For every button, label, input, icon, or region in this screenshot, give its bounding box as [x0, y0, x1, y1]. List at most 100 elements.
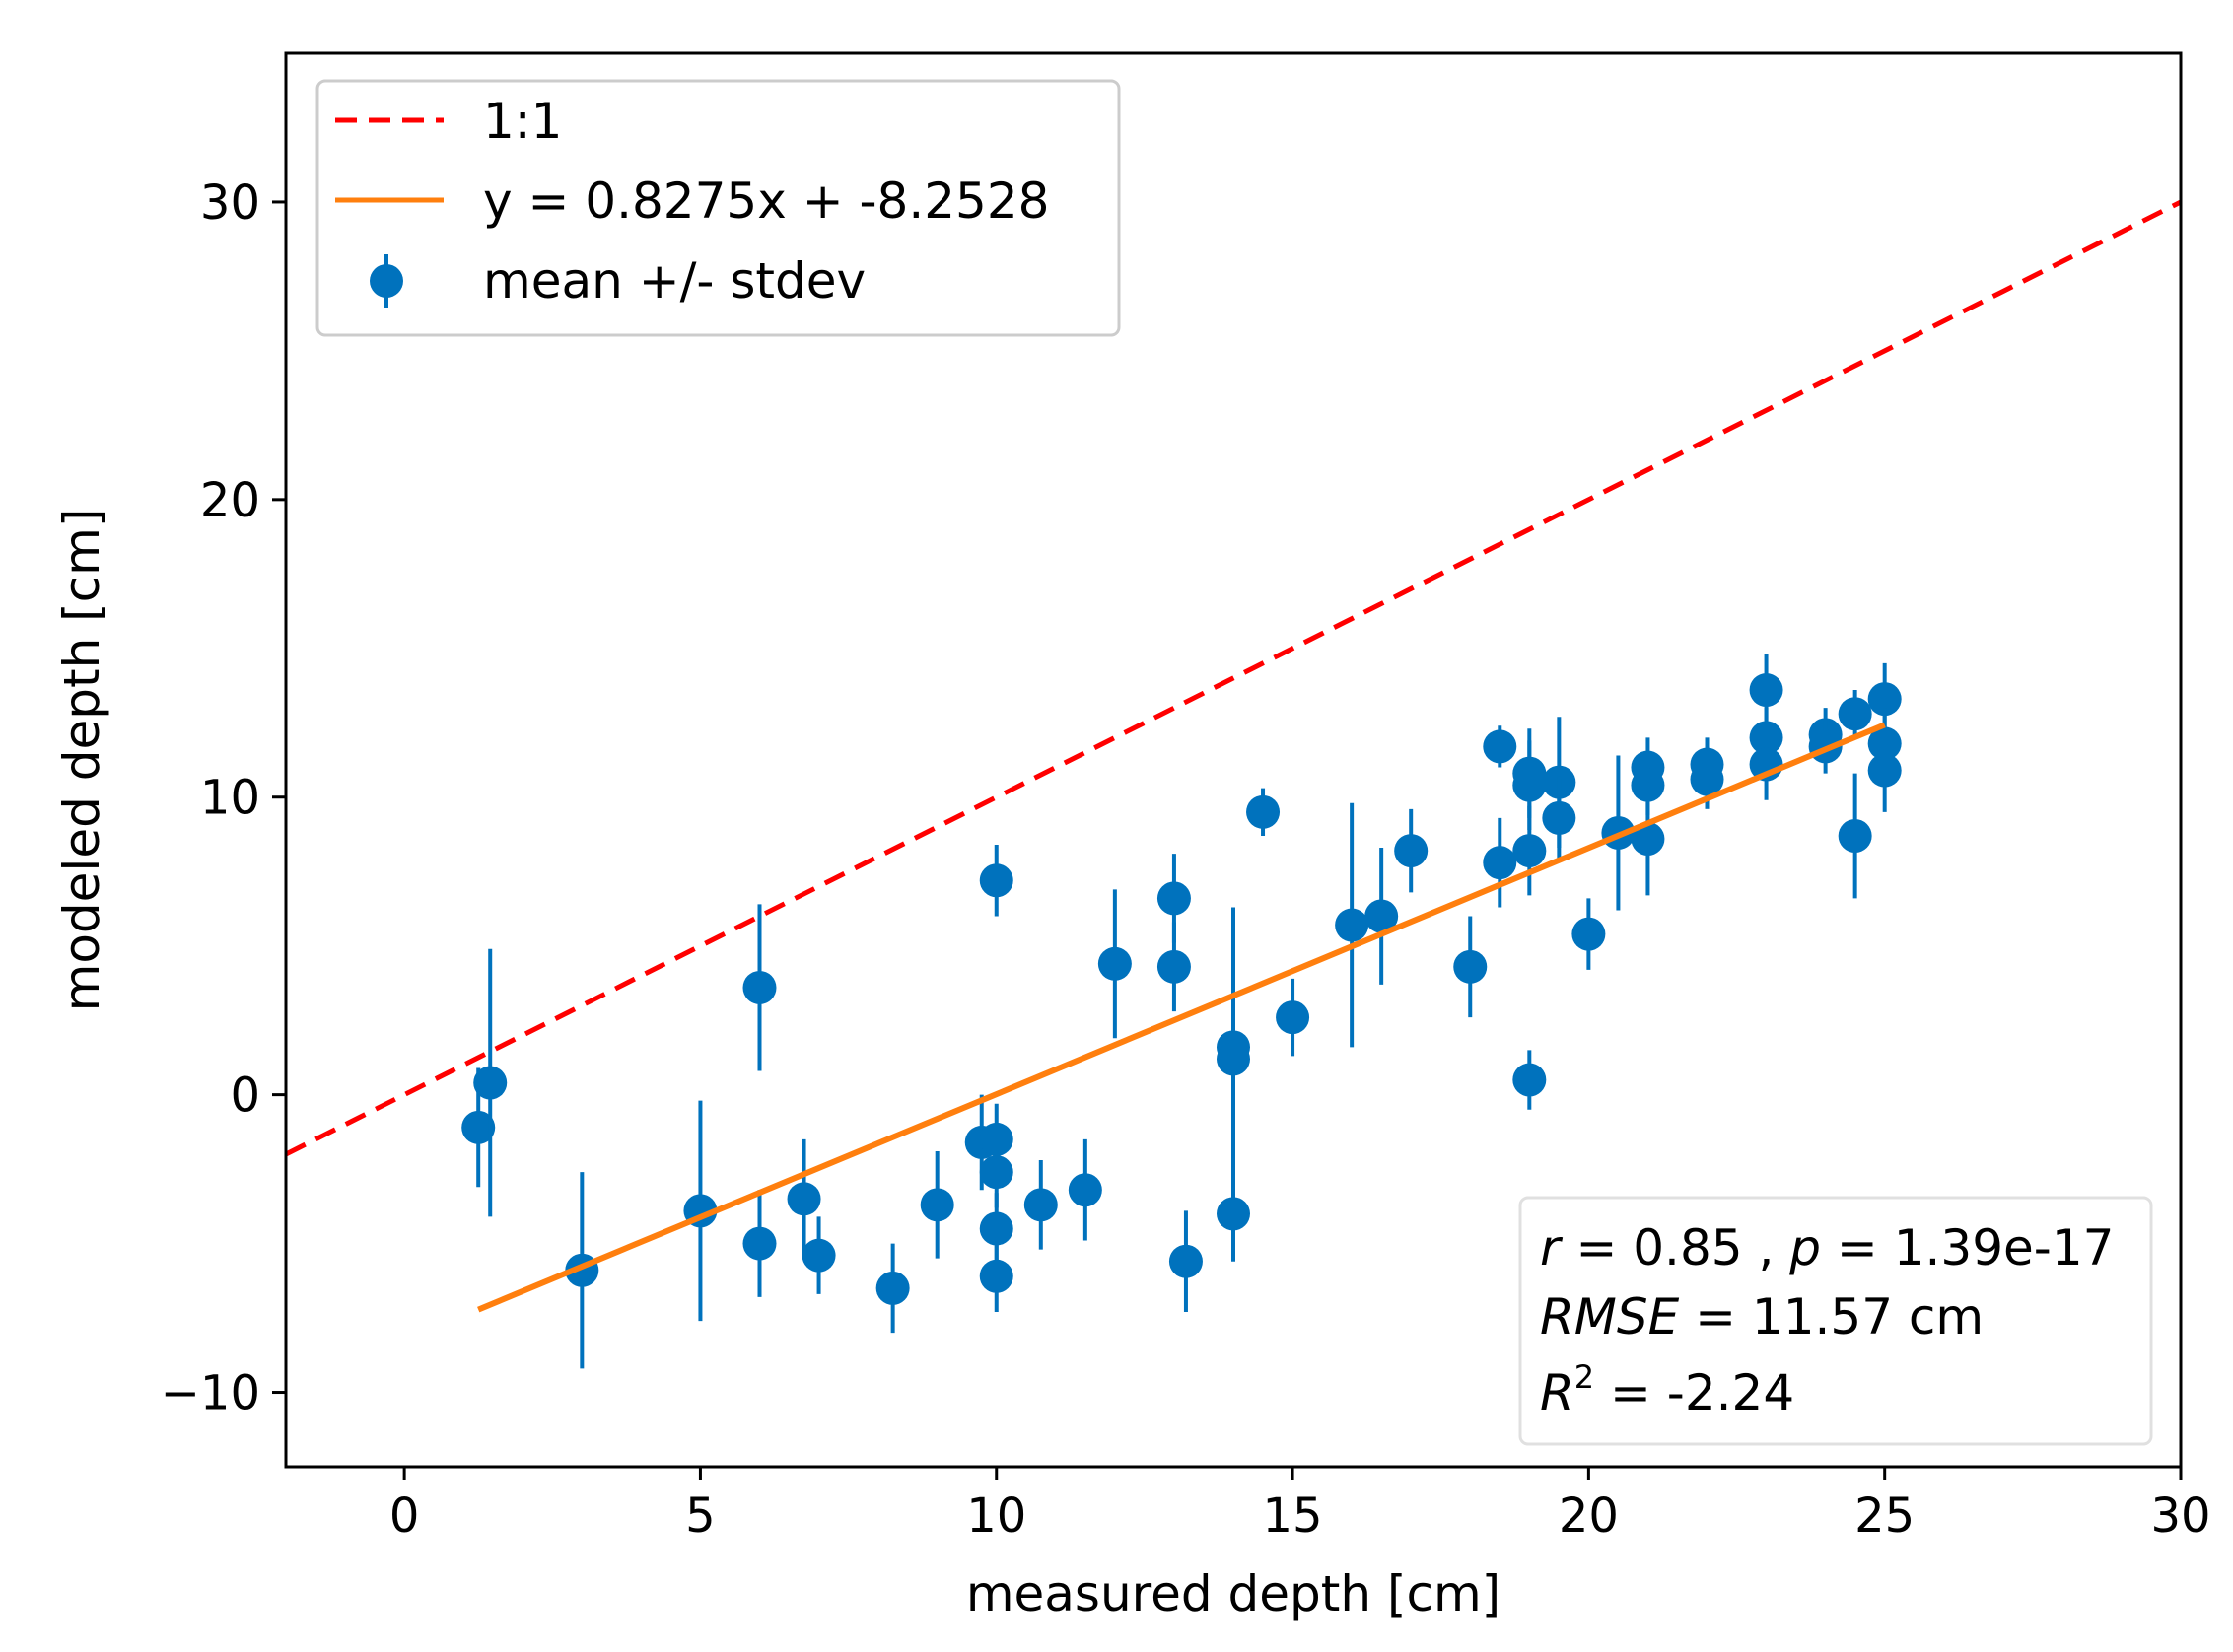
point-marker: [1156, 881, 1191, 916]
point-marker: [979, 863, 1013, 898]
data-point: [1631, 782, 1665, 896]
stats-correlation: r = 0.85 , p = 1.39e-17: [1540, 1219, 2114, 1276]
stats-r2: R2 = -2.24: [1540, 1358, 1794, 1421]
point-marker: [1276, 1000, 1310, 1035]
point-marker: [461, 1110, 496, 1144]
point-marker: [1023, 1188, 1058, 1222]
x-axis-ticks: 0 5 10 15 20 25 30: [389, 1467, 2211, 1544]
data-point: [1156, 922, 1191, 1012]
y-tick-label: 0: [230, 1068, 260, 1124]
stats-rmse: RMSE = 11.57 cm: [1540, 1288, 1984, 1345]
y-tick-label: 30: [200, 175, 260, 231]
stats-r-value: = 0.85: [1561, 1219, 1743, 1276]
point-marker: [1512, 834, 1547, 868]
data-point: [1168, 1210, 1203, 1313]
stats-r2-symbol: R: [1540, 1364, 1574, 1421]
point-marker: [473, 1066, 508, 1100]
point-marker: [1571, 917, 1606, 951]
stats-box: r = 0.85 , p = 1.39e-17 RMSE = 11.57 cm …: [1518, 1196, 2153, 1446]
data-point: [1838, 690, 1872, 738]
x-tick-label: 25: [1854, 1488, 1915, 1544]
stats-p-value: = 1.39e-17: [1821, 1219, 2114, 1276]
data-point: [1023, 1160, 1058, 1250]
data-point: [920, 1150, 954, 1259]
point-marker: [979, 1155, 1013, 1190]
x-tick-label: 0: [389, 1488, 420, 1544]
legend-frame: [315, 79, 1121, 337]
stats-p-symbol: p: [1788, 1219, 1821, 1276]
y-tick-label: −10: [161, 1366, 260, 1421]
stats-frame: [1518, 1196, 2153, 1446]
x-tick-label: 20: [1559, 1488, 1619, 1544]
legend-label-one-to-one: 1:1: [483, 93, 562, 150]
point-marker: [1690, 762, 1724, 796]
point-marker: [742, 1226, 777, 1261]
point-marker: [1631, 822, 1665, 857]
data-point: [1364, 848, 1399, 985]
data-point: [1483, 817, 1517, 908]
data-point: [1838, 773, 1872, 899]
y-axis-label: modeled depth [cm]: [53, 509, 110, 1012]
point-marker: [742, 970, 777, 1004]
data-point: [1512, 1050, 1547, 1110]
point-marker: [1156, 949, 1191, 984]
legend: 1:1 y = 0.8275x + -8.2528 mean +/- stdev: [315, 79, 1121, 337]
point-marker: [1749, 673, 1783, 708]
stats-rmse-symbol: RMSE: [1540, 1288, 1680, 1345]
stats-rmse-value: = 11.57 cm: [1679, 1288, 1984, 1345]
point-marker: [1453, 949, 1488, 984]
data-point: [1571, 898, 1606, 970]
one-to-one-line: [286, 199, 2181, 1157]
data-point: [1483, 725, 1517, 768]
data-point: [1453, 916, 1488, 1018]
data-point: [1512, 805, 1547, 896]
data-point: [1097, 889, 1132, 1039]
y-tick-label: 10: [200, 771, 260, 826]
data-point: [1394, 808, 1429, 893]
point-marker: [1364, 899, 1399, 933]
point-marker: [1542, 800, 1576, 835]
data-point: [1867, 728, 1902, 812]
point-marker: [1483, 729, 1517, 764]
point-marker: [1168, 1244, 1203, 1278]
y-tick-label: 20: [200, 473, 260, 528]
point-marker: [1217, 1042, 1250, 1076]
data-point: [875, 1243, 910, 1334]
data-point: [1217, 984, 1250, 1134]
point-marker: [920, 1188, 954, 1222]
point-marker: [1483, 846, 1517, 880]
data-point: [787, 1138, 821, 1259]
point-marker: [1335, 908, 1369, 942]
point-marker: [1512, 1063, 1547, 1097]
stats-separator: ,: [1743, 1219, 1790, 1276]
data-point: [979, 845, 1013, 917]
point-marker: [1867, 682, 1902, 717]
point-marker: [1097, 946, 1132, 981]
legend-swatch-point: [370, 264, 403, 298]
point-marker: [1246, 794, 1281, 829]
point-marker: [875, 1271, 910, 1305]
data-point: [1246, 788, 1281, 836]
data-point: [742, 1190, 777, 1297]
data-point: [1335, 802, 1369, 1048]
point-marker: [1867, 753, 1902, 788]
data-point: [802, 1216, 836, 1294]
legend-label-regression: y = 0.8275x + -8.2528: [483, 172, 1050, 230]
point-marker: [1217, 1197, 1250, 1231]
x-tick-label: 5: [685, 1488, 716, 1544]
stats-r2-value: = -2.24: [1594, 1364, 1794, 1421]
x-tick-label: 15: [1263, 1488, 1323, 1544]
x-tick-label: 10: [966, 1488, 1026, 1544]
point-marker: [979, 1259, 1013, 1293]
x-axis-label: measured depth [cm]: [966, 1565, 1500, 1622]
data-point: [742, 904, 777, 1071]
data-point: [1217, 1166, 1250, 1262]
regression-line: [477, 722, 1886, 1313]
point-marker: [787, 1182, 821, 1216]
point-marker: [1068, 1173, 1102, 1207]
stats-r2-exponent: 2: [1574, 1358, 1594, 1396]
data-point: [979, 1240, 1013, 1313]
data-point: [1542, 776, 1576, 860]
point-marker: [979, 1211, 1013, 1246]
